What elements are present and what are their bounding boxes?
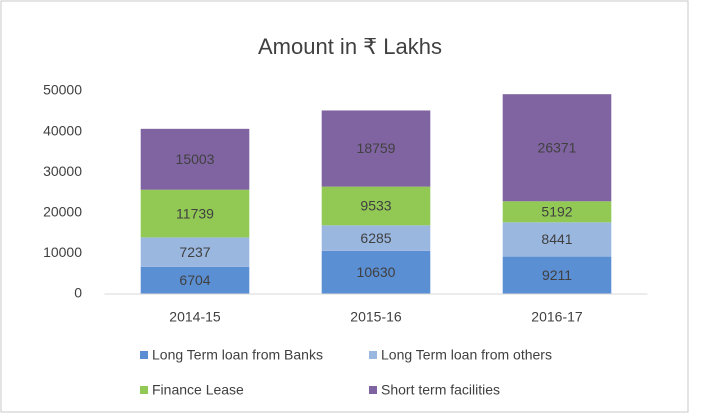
data-label: 6285 (360, 230, 391, 246)
data-label: 6704 (179, 272, 210, 288)
y-tick-label: 40000 (43, 122, 82, 138)
bar-segment (321, 186, 431, 226)
bar-segment (140, 128, 250, 190)
y-tick-label: 20000 (43, 204, 82, 220)
bar-segment (321, 110, 431, 187)
data-label: 8441 (541, 231, 572, 247)
bar-segment (502, 256, 612, 294)
legend-label: Short term facilities (381, 382, 500, 398)
data-label: 5192 (541, 203, 572, 219)
y-tick-label: 0 (74, 285, 82, 301)
data-label: 11739 (176, 205, 214, 221)
y-tick-label: 30000 (43, 163, 82, 179)
x-tick-label: 2016-17 (531, 309, 583, 325)
chart-title: Amount in ₹ Lakhs (258, 34, 442, 59)
y-tick-label: 10000 (43, 244, 82, 260)
legend-label: Finance Lease (152, 382, 244, 398)
legend-swatch (369, 351, 377, 359)
bar-segment (502, 94, 612, 202)
data-label: 15003 (176, 151, 215, 167)
data-label: 18759 (357, 140, 396, 156)
legend-swatch (369, 386, 377, 394)
data-label: 9211 (542, 267, 572, 283)
bar-segment (140, 189, 250, 238)
x-tick-label: 2014-15 (169, 309, 221, 325)
data-label: 9533 (360, 198, 391, 214)
legend-label: Long Term loan from others (381, 347, 552, 363)
bar-segment (321, 225, 431, 251)
bar-segment (502, 201, 612, 223)
data-label: 7237 (179, 244, 210, 260)
bar-segment (140, 266, 250, 294)
bar-segment (502, 222, 612, 257)
data-label: 10630 (357, 264, 396, 280)
legend-label: Long Term loan from Banks (152, 347, 323, 363)
y-tick-label: 50000 (43, 82, 82, 98)
x-tick-label: 2015-16 (350, 309, 402, 325)
data-label: 26371 (538, 139, 577, 155)
legend-swatch (140, 351, 148, 359)
bar-segment (140, 237, 250, 267)
bar-segment (321, 250, 431, 294)
legend-swatch (140, 386, 148, 394)
